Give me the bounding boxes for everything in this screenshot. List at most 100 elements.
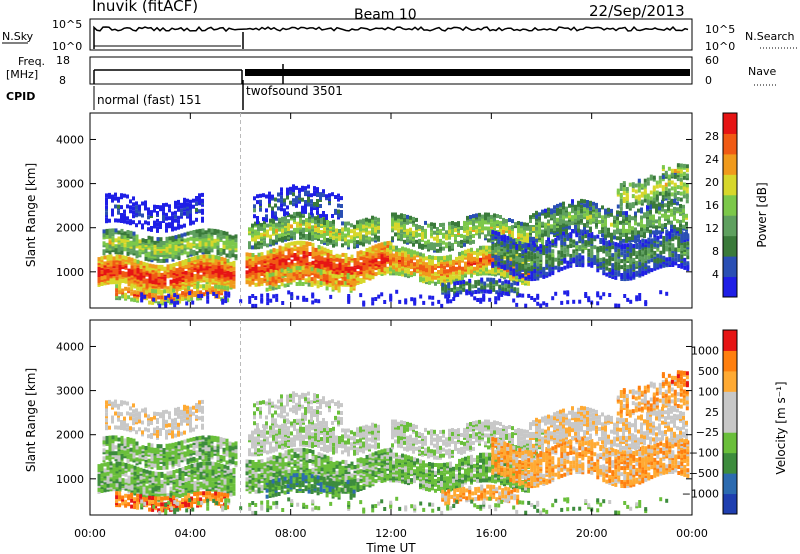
power-cell bbox=[275, 222, 278, 227]
power-cell bbox=[356, 244, 359, 249]
power-cell bbox=[153, 208, 156, 213]
power-cell bbox=[192, 220, 195, 225]
power-cell bbox=[278, 223, 281, 228]
power-cell bbox=[340, 280, 344, 285]
power-cell bbox=[135, 238, 139, 243]
power-cell bbox=[231, 235, 235, 240]
power-cell bbox=[153, 204, 156, 209]
power-cell bbox=[602, 237, 606, 242]
power-cell bbox=[117, 236, 121, 241]
power-cell bbox=[671, 233, 675, 238]
power-cell bbox=[199, 274, 203, 279]
power-cell bbox=[492, 277, 496, 282]
power-cell bbox=[527, 267, 531, 271]
power-cell bbox=[455, 274, 458, 279]
power-cell bbox=[159, 205, 162, 210]
power-cell bbox=[343, 277, 347, 282]
power-cell bbox=[667, 196, 671, 201]
power-cell bbox=[352, 274, 356, 279]
power-cell bbox=[286, 277, 290, 282]
power-cell bbox=[446, 263, 449, 268]
power-cell bbox=[196, 284, 200, 289]
power-cell bbox=[154, 293, 158, 298]
power-cell bbox=[329, 263, 333, 268]
power-cell bbox=[331, 214, 334, 218]
power-cell bbox=[394, 212, 397, 217]
power-cell bbox=[619, 210, 622, 215]
power-cell bbox=[362, 259, 366, 264]
power-cell bbox=[434, 256, 437, 260]
power-cell bbox=[437, 280, 440, 284]
power-cell bbox=[404, 273, 407, 278]
power-cell bbox=[286, 211, 289, 216]
power-cell bbox=[503, 238, 507, 243]
power-cell bbox=[418, 225, 421, 229]
power-cell bbox=[177, 234, 181, 239]
power-cell bbox=[281, 216, 284, 221]
power-cell bbox=[559, 214, 562, 219]
power-cell bbox=[401, 252, 404, 257]
power-cell bbox=[245, 274, 249, 279]
power-cell bbox=[602, 257, 606, 262]
power-cell bbox=[641, 270, 645, 275]
power-cell bbox=[448, 225, 451, 230]
power-cell bbox=[433, 236, 436, 241]
power-cell bbox=[356, 253, 360, 258]
power-cell bbox=[157, 264, 161, 269]
power-cell bbox=[445, 230, 448, 235]
power-cell bbox=[157, 295, 161, 300]
power-cell bbox=[380, 266, 384, 271]
power-cell bbox=[277, 285, 281, 289]
power-cell bbox=[644, 239, 648, 244]
power-cell bbox=[202, 284, 206, 289]
power-cell bbox=[595, 212, 598, 217]
power-cell bbox=[353, 224, 356, 229]
power-cell bbox=[406, 220, 409, 225]
power-cell bbox=[286, 273, 290, 278]
power-cell bbox=[226, 270, 230, 275]
power-cell bbox=[646, 181, 650, 186]
power-cell bbox=[171, 253, 175, 258]
power-cell bbox=[446, 255, 449, 260]
power-cell bbox=[268, 203, 271, 208]
power-cell bbox=[670, 186, 674, 191]
power-cell bbox=[126, 204, 129, 209]
power-cell bbox=[557, 254, 561, 259]
power-cell bbox=[619, 192, 623, 197]
power-cell bbox=[622, 215, 625, 220]
power-cell bbox=[665, 229, 669, 234]
power-cell bbox=[643, 182, 647, 187]
power-cell bbox=[578, 245, 582, 250]
power-cell bbox=[650, 248, 654, 253]
nave-label: Nave bbox=[748, 65, 776, 78]
power-cell bbox=[656, 253, 660, 258]
power-cell bbox=[299, 262, 303, 267]
power-cell bbox=[126, 251, 130, 256]
power-cell bbox=[292, 192, 295, 197]
power-cell bbox=[562, 201, 565, 206]
power-cell bbox=[150, 236, 154, 241]
power-cell bbox=[290, 224, 293, 229]
power-cell bbox=[130, 297, 134, 302]
power-cell bbox=[190, 257, 194, 261]
power-cell bbox=[682, 214, 685, 219]
power-cell bbox=[629, 252, 633, 257]
power-cell bbox=[298, 266, 302, 271]
power-cell bbox=[202, 254, 206, 259]
power-cell bbox=[286, 187, 289, 192]
power-cell bbox=[403, 214, 406, 218]
power-cell bbox=[494, 242, 498, 247]
power-cell bbox=[174, 226, 177, 231]
power-cell bbox=[569, 238, 573, 242]
power-cell bbox=[667, 174, 671, 179]
power-cell bbox=[616, 188, 620, 193]
power-cell bbox=[198, 248, 202, 253]
power-cell bbox=[587, 252, 591, 257]
power-cell bbox=[520, 229, 523, 234]
power-cell bbox=[138, 212, 141, 217]
power-cell bbox=[175, 262, 179, 267]
power-cell bbox=[106, 254, 110, 259]
power-cell bbox=[280, 278, 284, 283]
power-cell bbox=[337, 213, 340, 218]
power-cell bbox=[307, 190, 310, 195]
